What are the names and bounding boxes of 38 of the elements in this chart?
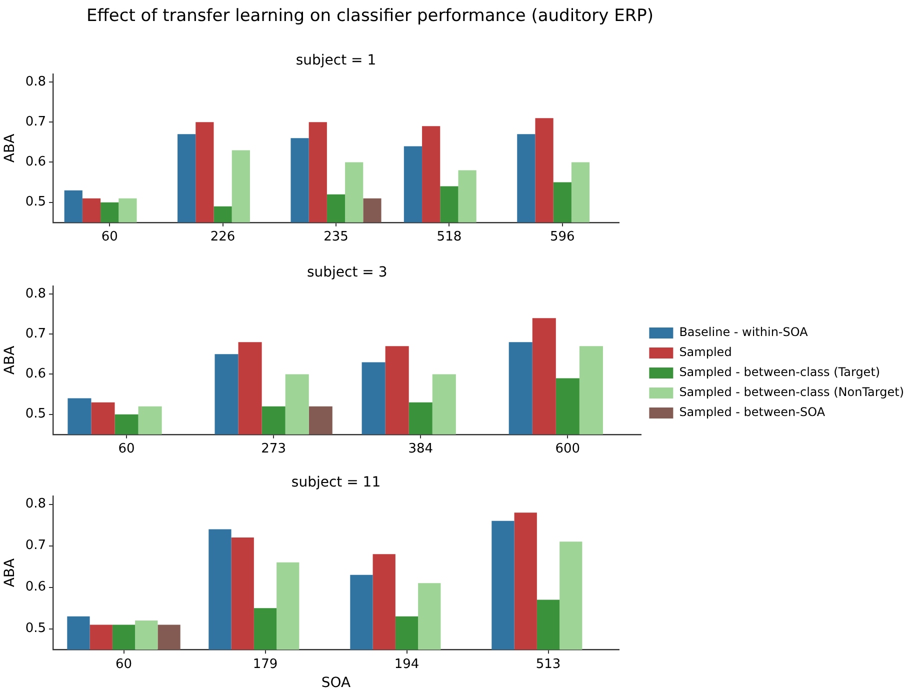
x-tick-label: 518 (436, 230, 462, 245)
y-axis-title: ABA (2, 345, 18, 375)
x-tick-label: 226 (210, 230, 236, 245)
y-tick-label: 0.8 (25, 496, 46, 512)
legend-label: Baseline - within-SOA (679, 325, 809, 340)
y-tick-label: 0.6 (25, 580, 46, 595)
x-tick-label: 600 (555, 442, 580, 457)
x-tick-label: 60 (101, 230, 118, 245)
chart-title: Effect of transfer learning on classifier performance (auditory ERP) (85, 6, 655, 26)
y-tick-label: 0.7 (25, 326, 46, 342)
x-tick-label: 513 (536, 656, 561, 672)
y-tick-label: 0.5 (25, 406, 46, 422)
x-tick-label: 384 (408, 442, 434, 457)
legend-label: Sampled - between-class (Target) (679, 365, 880, 380)
y-tick-label: 0.8 (25, 286, 46, 302)
chart-subtitle: subject = 3 (306, 264, 388, 281)
y-tick-label: 0.7 (25, 114, 46, 130)
x-tick-label: 194 (394, 656, 420, 672)
x-tick-label: 60 (118, 442, 135, 457)
y-tick-label: 0.5 (25, 621, 46, 636)
x-tick-label: 235 (324, 230, 348, 245)
chart-subtitle: subject = 1 (296, 52, 376, 69)
y-tick-label: 0.6 (25, 154, 46, 170)
legend-label: Sampled (679, 345, 732, 360)
x-axis-title: SOA (321, 675, 352, 692)
x-tick-label: 60 (115, 656, 132, 672)
chart-subtitle: subject = 11 (291, 474, 381, 491)
y-tick-label: 0.5 (25, 194, 46, 210)
y-tick-label: 0.7 (25, 538, 46, 554)
y-tick-label: 0.8 (25, 74, 46, 90)
x-tick-label: 596 (550, 230, 575, 245)
y-axis-title: ABA (2, 558, 18, 588)
x-tick-label: 179 (252, 656, 278, 672)
y-tick-label: 0.6 (25, 366, 46, 382)
y-axis-title: ABA (2, 133, 18, 163)
legend-label: Sampled - between-class (NonTarget) (679, 385, 904, 400)
x-tick-label: 273 (261, 442, 286, 457)
legend-label: Sampled - between-SOA (679, 405, 826, 420)
